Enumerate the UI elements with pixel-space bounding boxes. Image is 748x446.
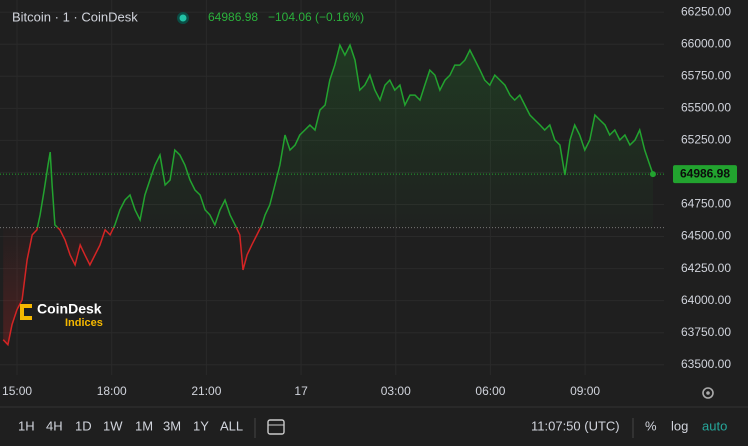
range-button[interactable]: 1M bbox=[135, 418, 153, 433]
settings-icon-center[interactable] bbox=[706, 391, 710, 395]
x-tick-label: 17 bbox=[294, 384, 308, 398]
y-tick-label: 65250.00 bbox=[681, 133, 731, 147]
y-tick-label: 64250.00 bbox=[681, 261, 731, 275]
logo-sub: Indices bbox=[65, 317, 103, 329]
last-point bbox=[649, 171, 656, 178]
x-tick-label: 21:00 bbox=[191, 384, 221, 398]
logo: CoinDesk Indices bbox=[20, 301, 103, 329]
calendar-icon[interactable] bbox=[267, 419, 285, 435]
option-button[interactable]: % bbox=[645, 418, 657, 433]
option-button[interactable]: log bbox=[671, 418, 688, 433]
y-tick-label: 65500.00 bbox=[681, 101, 731, 115]
y-tick-label: 63500.00 bbox=[681, 357, 731, 371]
price-line bbox=[2, 42, 654, 347]
y-tick-label: 65750.00 bbox=[681, 68, 731, 82]
logo-name: CoinDesk bbox=[37, 301, 102, 317]
settings-icon[interactable] bbox=[702, 387, 714, 399]
y-tick-label: 66000.00 bbox=[681, 36, 731, 50]
y-tick-label: 64000.00 bbox=[681, 293, 731, 307]
y-tick-label: 64500.00 bbox=[681, 229, 731, 243]
x-tick-label: 03:00 bbox=[381, 384, 411, 398]
header-price: 64986.98 bbox=[208, 10, 258, 24]
range-button[interactable]: 1H bbox=[18, 418, 35, 433]
clock: 11:07:50 (UTC) bbox=[531, 418, 620, 433]
chart-title: Bitcoin · 1 · CoinDesk bbox=[12, 9, 138, 24]
range-button[interactable]: 1D bbox=[75, 418, 92, 433]
x-tick-label: 15:00 bbox=[2, 384, 32, 398]
x-tick-label: 06:00 bbox=[475, 384, 505, 398]
range-button[interactable]: ALL bbox=[220, 418, 243, 433]
range-button[interactable]: 4H bbox=[46, 418, 63, 433]
logo-icon bbox=[20, 304, 32, 320]
settings-button[interactable] bbox=[702, 387, 714, 399]
range-button[interactable]: 3M bbox=[163, 418, 181, 433]
last-price-label: 64986.98 bbox=[680, 166, 730, 180]
header-change: −104.06 (−0.16%) bbox=[268, 10, 364, 24]
x-tick-label: 09:00 bbox=[570, 384, 600, 398]
option-button[interactable]: auto bbox=[702, 418, 727, 433]
x-tick-label: 18:00 bbox=[97, 384, 127, 398]
y-tick-label: 66250.00 bbox=[681, 4, 731, 18]
plot-area bbox=[0, 0, 664, 375]
range-button[interactable]: 1W bbox=[103, 418, 123, 433]
y-tick-label: 64750.00 bbox=[681, 197, 731, 211]
status-dot bbox=[179, 14, 187, 22]
range-button[interactable]: 1Y bbox=[193, 418, 209, 433]
calendar-button[interactable] bbox=[267, 419, 285, 435]
y-tick-label: 63750.00 bbox=[681, 325, 731, 339]
last-price-badge bbox=[673, 165, 737, 184]
area-fill bbox=[3, 45, 653, 345]
